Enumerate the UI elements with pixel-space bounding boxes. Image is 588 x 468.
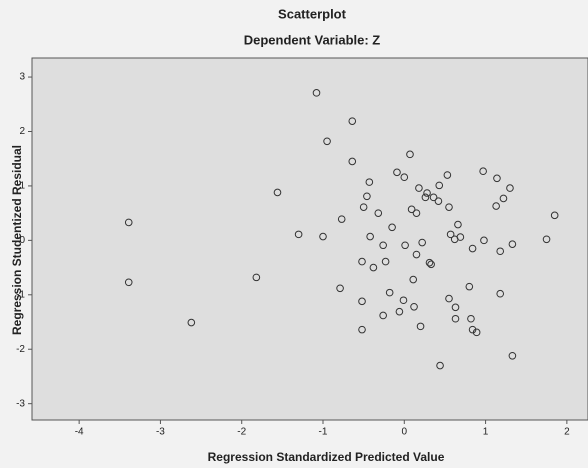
page: Scatterplot Dependent Variable: Z Regres… — [0, 0, 588, 468]
chart-subtitle: Dependent Variable: Z — [244, 32, 381, 47]
y-tick-label: 2 — [19, 126, 25, 137]
y-tick-label: -3 — [16, 398, 25, 409]
x-tick-label: 1 — [483, 427, 489, 438]
y-tick-label: 1 — [19, 181, 25, 192]
x-tick-label: 2 — [564, 427, 570, 438]
x-tick-label: -4 — [75, 427, 84, 438]
x-tick-label: -1 — [319, 427, 328, 438]
x-tick-label: -2 — [237, 427, 246, 438]
x-tick-label: -3 — [156, 427, 165, 438]
y-tick-label: -2 — [16, 344, 25, 355]
x-axis-label: Regression Standardized Predicted Value — [208, 450, 445, 464]
chart-title: Scatterplot — [278, 6, 347, 21]
y-tick-label: 0 — [19, 235, 25, 246]
x-tick-label: 0 — [402, 427, 408, 438]
y-tick-label: 3 — [19, 72, 25, 83]
chart: Scatterplot Dependent Variable: Z Regres… — [0, 0, 588, 468]
y-tick-label: -1 — [16, 289, 25, 300]
plot-area — [32, 58, 588, 420]
